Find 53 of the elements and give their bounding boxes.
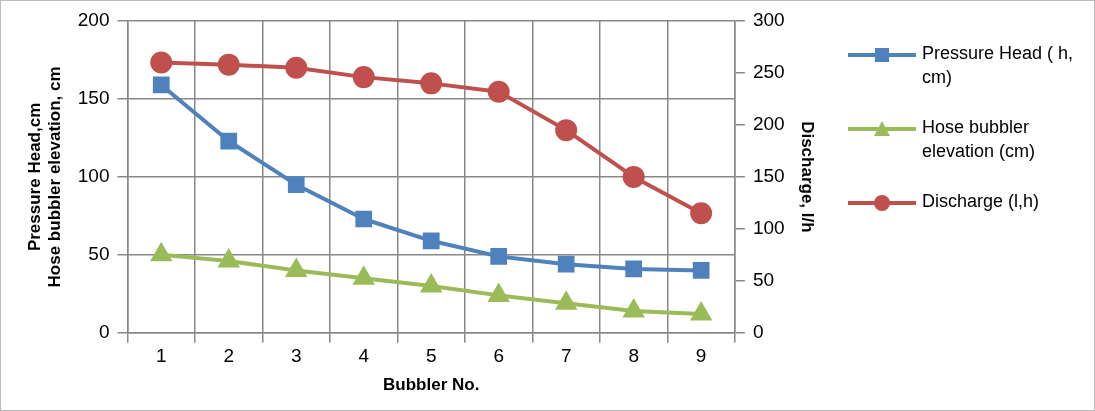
point (691, 303, 711, 321)
point (353, 267, 374, 285)
y2-tick-label: 300 (752, 9, 785, 31)
y-tick-label: 200 (77, 9, 110, 31)
point (557, 255, 575, 273)
y2-axis-title: Discharge, l/h (798, 121, 818, 233)
point (217, 53, 240, 76)
point (220, 132, 238, 150)
point (152, 76, 170, 94)
legend-label: Pressure Head ( h, cm) (922, 42, 1075, 89)
point (625, 260, 643, 278)
point (355, 210, 373, 228)
y-tick-label: 50 (88, 243, 110, 265)
y2-tick-label: 100 (752, 217, 785, 239)
x-tick-label: 6 (493, 345, 504, 367)
point (422, 232, 440, 250)
point (287, 176, 305, 194)
point (487, 80, 510, 103)
point (690, 202, 713, 225)
point (692, 262, 710, 279)
point (218, 250, 239, 268)
y2-tick-label: 150 (752, 165, 785, 187)
point (352, 66, 375, 89)
x-tick-label: 3 (290, 345, 302, 367)
point (490, 248, 508, 265)
point (488, 284, 509, 302)
point (622, 165, 645, 188)
x-tick-label: 4 (358, 345, 370, 367)
x-tick-label: 1 (155, 345, 167, 367)
point (556, 292, 576, 310)
point (555, 119, 578, 142)
point (420, 72, 443, 95)
x-tick-label: 5 (425, 345, 437, 367)
x-tick-label: 7 (560, 345, 572, 367)
x-tick-label: 8 (628, 345, 639, 367)
point (285, 56, 308, 79)
x-axis-title: Bubbler No. (383, 375, 480, 395)
x-tick-label: 9 (695, 345, 707, 367)
point (421, 275, 441, 293)
y2-tick-label: 50 (752, 269, 775, 291)
point (623, 299, 644, 318)
y2-tick-label: 0 (752, 321, 764, 343)
y-tick-label: 150 (77, 87, 110, 109)
x-tick-label: 2 (223, 345, 235, 367)
y2-tick-label: 200 (752, 113, 785, 135)
legend-label: Discharge (l,h) (922, 190, 1040, 213)
y-tick-label: 0 (98, 321, 110, 343)
point (150, 51, 173, 74)
legend-label: Hose bubbler elevation (cm) (922, 116, 1037, 163)
point (286, 259, 307, 277)
y-tick-label: 100 (77, 165, 110, 187)
y2-tick-label: 250 (752, 61, 785, 83)
y-axis-title: Pressure Head,cm Hose bubbler elevation, cm (24, 66, 65, 288)
